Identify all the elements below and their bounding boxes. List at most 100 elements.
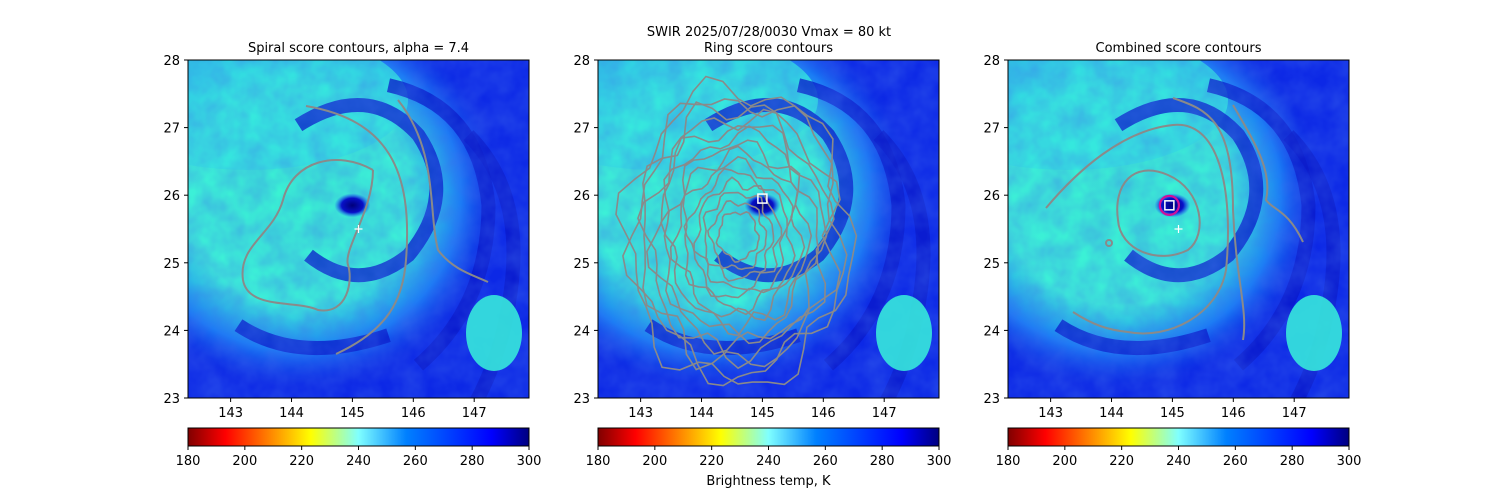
colorbar-gradient <box>597 427 940 447</box>
spiral-contour-inner <box>241 159 374 312</box>
colorbar-tick-label: 260 <box>1223 454 1248 469</box>
colorbar-tick-label: 180 <box>996 454 1021 469</box>
panel-2: Ring score contours 143 144 145 146 147 23 24 25… <box>573 41 951 469</box>
panel-title: Ring score contours <box>704 41 833 56</box>
y-tick-label: 25 <box>573 257 590 272</box>
eye-convection <box>334 193 371 218</box>
axes-frame <box>1007 59 1350 399</box>
x-tick-label: 144 <box>689 406 714 421</box>
x-tick-label: 147 <box>1282 406 1307 421</box>
ring-contour <box>707 199 768 271</box>
axes-frame <box>597 59 940 399</box>
y-tick-label: 25 <box>163 257 180 272</box>
y-tick-label: 28 <box>163 54 180 69</box>
y-tick-label: 24 <box>163 324 180 339</box>
combined-contour-band <box>1232 104 1304 243</box>
colorbar-tick-label: 180 <box>586 454 611 469</box>
y-tick-label: 23 <box>573 392 590 407</box>
spiral-contour-outer <box>305 105 409 355</box>
axes-frame <box>187 59 530 399</box>
panel-3: Combined score contours 143 144 145 146 147 23… <box>983 41 1362 469</box>
center-fix-square-marker <box>1164 200 1175 211</box>
x-tick-label: 146 <box>811 406 836 421</box>
x-tick-label: 145 <box>1160 406 1185 421</box>
y-tick-label: 27 <box>163 122 180 137</box>
colorbar-tick-label: 180 <box>176 454 201 469</box>
ring-contour <box>682 155 796 316</box>
colorbar-tick-label: 280 <box>460 454 485 469</box>
colorbar-label: Brightness temp, K <box>706 474 831 489</box>
cloud-cell-se <box>1286 295 1342 371</box>
y-tick-label: 26 <box>573 189 590 204</box>
satellite-image <box>188 60 529 398</box>
y-tick-label: 24 <box>983 324 1000 339</box>
colorbar-tick-label: 260 <box>403 454 428 469</box>
colorbar-tick-label: 300 <box>517 454 542 469</box>
y-tick-label: 26 <box>163 189 180 204</box>
combined-contour-inner <box>1116 169 1201 257</box>
ring-contour <box>663 125 820 345</box>
ring-contour <box>660 139 813 337</box>
panel-title: Combined score contours <box>1096 41 1262 56</box>
x-tick-label: 143 <box>628 406 653 421</box>
first-guess-plus-marker <box>1174 225 1183 233</box>
colorbar-tick-label: 220 <box>289 454 314 469</box>
colorbar-tick-label: 240 <box>756 454 781 469</box>
x-tick-label: 145 <box>750 406 775 421</box>
colorbar-gradient <box>187 427 530 447</box>
y-tick-label: 23 <box>983 392 1000 407</box>
colorbar-tick-label: 200 <box>1052 454 1077 469</box>
score-contours <box>615 75 858 387</box>
colorbar: 180 200 220 240 260 280 300 <box>586 427 951 469</box>
x-tick-label: 147 <box>872 406 897 421</box>
y-tick-label: 23 <box>163 392 180 407</box>
spiral-contour-east <box>397 99 489 283</box>
ring-contour <box>683 167 789 299</box>
ring-contour <box>669 145 806 322</box>
combined-contour-dot <box>1105 239 1113 247</box>
satellite-image <box>1008 60 1349 398</box>
x-tick-label: 145 <box>340 406 365 421</box>
y-tick-label: 26 <box>983 189 1000 204</box>
colorbar-tick-label: 280 <box>1280 454 1305 469</box>
ring-contour <box>702 191 775 282</box>
panel-title: Spiral score contours, alpha = 7.4 <box>248 41 469 56</box>
colorbar-tick-label: 300 <box>1337 454 1362 469</box>
x-tick-label: 146 <box>401 406 426 421</box>
x-tick-label: 143 <box>218 406 243 421</box>
ring-contour <box>715 211 760 264</box>
score-contours <box>241 99 489 355</box>
y-tick-label: 28 <box>983 54 1000 69</box>
ring-contour <box>615 75 858 386</box>
combined-contour-outer <box>1045 123 1229 335</box>
x-tick-label: 144 <box>1099 406 1124 421</box>
y-tick-label: 27 <box>983 122 1000 137</box>
colorbar-tick-label: 220 <box>1109 454 1134 469</box>
panel-1: Spiral score contours, alpha = 7.4 143 144… <box>163 41 542 469</box>
x-tick-label: 146 <box>1221 406 1246 421</box>
x-tick-label: 147 <box>462 406 487 421</box>
x-tick-label: 143 <box>1038 406 1063 421</box>
score-contours <box>1045 97 1304 341</box>
combined-contour-east <box>1172 97 1246 341</box>
colorbar-tick-label: 200 <box>642 454 667 469</box>
colorbar-tick-label: 240 <box>346 454 371 469</box>
colorbar-tick-label: 220 <box>699 454 724 469</box>
center-fix-square-marker <box>757 193 768 204</box>
cloud-cell-se <box>876 295 932 371</box>
colorbar-gradient <box>1007 427 1350 447</box>
cloud-cell-se <box>466 295 522 371</box>
y-tick-label: 28 <box>573 54 590 69</box>
colorbar-tick-label: 200 <box>232 454 257 469</box>
x-tick-label: 144 <box>279 406 304 421</box>
ring-contour <box>637 108 835 370</box>
satellite-image <box>598 60 939 398</box>
combined-center-circle-marker <box>1158 194 1180 216</box>
colorbar: 180 200 220 240 260 280 300 <box>996 427 1362 469</box>
colorbar-tick-label: 240 <box>1166 454 1191 469</box>
ring-contour <box>693 176 783 291</box>
colorbar-tick-label: 280 <box>870 454 895 469</box>
colorbar-tick-label: 260 <box>813 454 838 469</box>
y-tick-label: 27 <box>573 122 590 137</box>
